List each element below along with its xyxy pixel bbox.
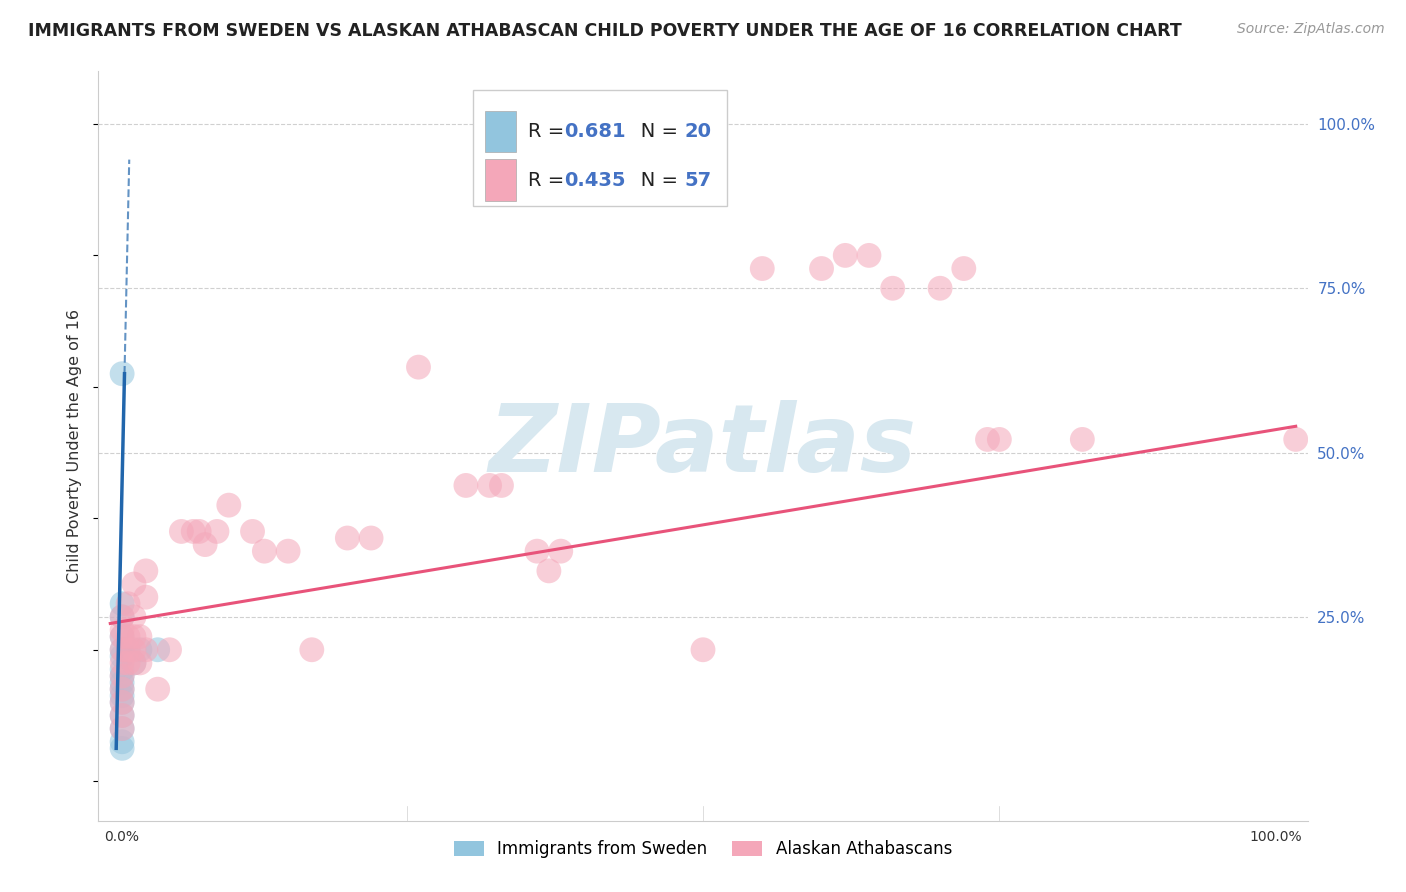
Text: 0.435: 0.435	[564, 170, 626, 189]
Point	[205, 524, 228, 539]
Text: 20: 20	[685, 122, 711, 141]
Point	[111, 656, 134, 670]
Point	[188, 524, 211, 539]
Point	[478, 478, 501, 492]
Point	[111, 675, 134, 690]
Point	[751, 261, 773, 276]
Point	[111, 695, 134, 709]
Point	[117, 597, 139, 611]
Text: 0.0%: 0.0%	[104, 830, 139, 845]
Point	[194, 538, 217, 552]
Point	[550, 544, 572, 558]
Point	[111, 630, 134, 644]
Point	[111, 708, 134, 723]
Text: 0.681: 0.681	[564, 122, 626, 141]
Point	[858, 248, 880, 262]
Text: IMMIGRANTS FROM SWEDEN VS ALASKAN ATHABASCAN CHILD POVERTY UNDER THE AGE OF 16 C: IMMIGRANTS FROM SWEDEN VS ALASKAN ATHABA…	[28, 22, 1182, 40]
Point	[111, 682, 134, 697]
Point	[454, 478, 477, 492]
Point	[111, 623, 134, 637]
Point	[111, 669, 134, 683]
Point	[111, 610, 134, 624]
Point	[301, 642, 323, 657]
Point	[117, 642, 139, 657]
Point	[218, 498, 240, 512]
Point	[834, 248, 856, 262]
Point	[111, 741, 134, 756]
Text: ZIPatlas: ZIPatlas	[489, 400, 917, 492]
Point	[111, 642, 134, 657]
Point	[111, 630, 134, 644]
Point	[122, 656, 145, 670]
Point	[242, 524, 264, 539]
Point	[692, 642, 714, 657]
Text: N =: N =	[621, 122, 685, 141]
Point	[336, 531, 359, 545]
Point	[111, 663, 134, 677]
Point	[882, 281, 904, 295]
FancyBboxPatch shape	[474, 90, 727, 206]
Point	[111, 367, 134, 381]
Point	[181, 524, 204, 539]
Point	[810, 261, 832, 276]
Point	[526, 544, 548, 558]
Point	[408, 360, 430, 375]
Point	[117, 642, 139, 657]
Point	[111, 610, 134, 624]
Point	[122, 610, 145, 624]
Point	[1071, 433, 1094, 447]
Point	[122, 642, 145, 657]
Text: Source: ZipAtlas.com: Source: ZipAtlas.com	[1237, 22, 1385, 37]
Point	[135, 564, 157, 578]
Point	[111, 708, 134, 723]
Point	[253, 544, 276, 558]
Point	[111, 722, 134, 736]
Point	[135, 642, 157, 657]
Point	[146, 642, 169, 657]
Point	[491, 478, 513, 492]
Point	[159, 642, 181, 657]
Point	[537, 564, 560, 578]
Legend: Immigrants from Sweden, Alaskan Athabascans: Immigrants from Sweden, Alaskan Athabasc…	[447, 833, 959, 864]
FancyBboxPatch shape	[485, 160, 516, 201]
Point	[129, 630, 152, 644]
FancyBboxPatch shape	[485, 111, 516, 152]
Point	[122, 656, 145, 670]
Point	[277, 544, 299, 558]
Point	[135, 590, 157, 604]
Point	[122, 630, 145, 644]
Point	[170, 524, 193, 539]
Point	[111, 722, 134, 736]
Point	[111, 669, 134, 683]
Point	[360, 531, 382, 545]
Point	[129, 642, 152, 657]
Point	[117, 656, 139, 670]
Text: R =: R =	[527, 122, 571, 141]
Point	[929, 281, 952, 295]
Point	[129, 656, 152, 670]
Text: 100.0%: 100.0%	[1249, 830, 1302, 845]
Point	[122, 577, 145, 591]
Point	[976, 433, 998, 447]
Point	[111, 597, 134, 611]
Point	[111, 682, 134, 697]
Point	[988, 433, 1011, 447]
Text: N =: N =	[621, 170, 685, 189]
Point	[111, 695, 134, 709]
Text: R =: R =	[527, 170, 571, 189]
Y-axis label: Child Poverty Under the Age of 16: Child Poverty Under the Age of 16	[67, 309, 83, 583]
Text: 57: 57	[685, 170, 711, 189]
Point	[117, 630, 139, 644]
Point	[146, 682, 169, 697]
Point	[111, 649, 134, 664]
Point	[111, 642, 134, 657]
Point	[111, 735, 134, 749]
Point	[111, 689, 134, 703]
Point	[1285, 433, 1308, 447]
Point	[952, 261, 974, 276]
